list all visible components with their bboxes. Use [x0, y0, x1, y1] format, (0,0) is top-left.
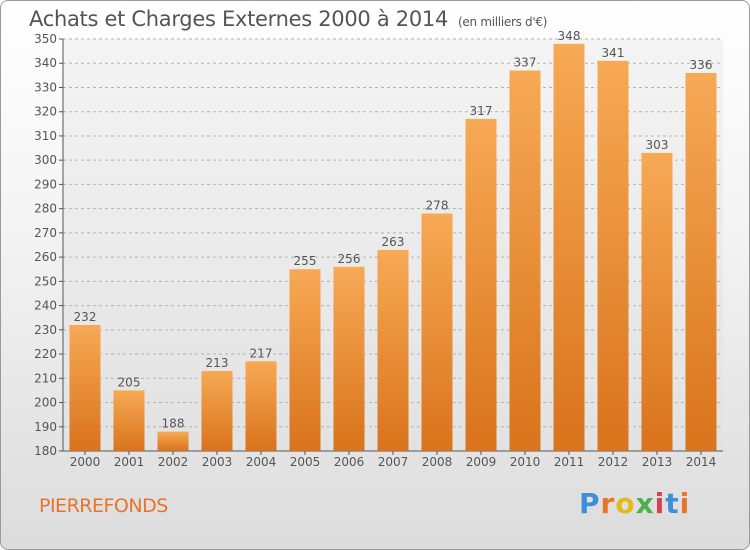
- x-tick-label-2012: 2012: [598, 455, 629, 469]
- bar-2011: [553, 43, 585, 452]
- y-tick-label: 220: [34, 347, 57, 361]
- bar-2005: [289, 269, 321, 451]
- data-label-2012: 341: [602, 46, 625, 60]
- y-tick-label: 350: [34, 32, 57, 46]
- y-tick-label: 270: [34, 226, 57, 240]
- x-tick-label-2003: 2003: [202, 455, 233, 469]
- bar-2010: [509, 70, 541, 451]
- data-label-2001: 205: [118, 375, 141, 389]
- x-tick-label-2009: 2009: [466, 455, 497, 469]
- data-label-2006: 256: [338, 252, 361, 266]
- data-label-2013: 303: [646, 138, 669, 152]
- y-tick-label: 190: [34, 420, 57, 434]
- x-tick-label-2008: 2008: [422, 455, 453, 469]
- y-tick-label: 300: [34, 153, 57, 167]
- data-label-2009: 317: [470, 104, 493, 118]
- y-tick-label: 200: [34, 396, 57, 410]
- data-label-2007: 263: [382, 235, 405, 249]
- x-tick-label-2002: 2002: [158, 455, 189, 469]
- data-label-2002: 188: [162, 417, 185, 431]
- x-tick-label-2000: 2000: [70, 455, 101, 469]
- y-tick-label: 320: [34, 105, 57, 119]
- y-tick-label: 260: [34, 250, 57, 264]
- title-unit: (en milliers d'€): [458, 15, 548, 29]
- data-label-2003: 213: [206, 356, 229, 370]
- bar-2006: [333, 266, 365, 451]
- bar-2013: [641, 152, 673, 451]
- bar-2000: [69, 324, 101, 451]
- data-label-2005: 255: [294, 254, 317, 268]
- x-tick-label-2011: 2011: [554, 455, 585, 469]
- bar-2009: [465, 118, 497, 451]
- x-tick-label-2007: 2007: [378, 455, 409, 469]
- data-label-2000: 232: [74, 310, 97, 324]
- bar-2004: [245, 361, 277, 451]
- x-tick-label-2010: 2010: [510, 455, 541, 469]
- x-tick-label-2006: 2006: [334, 455, 365, 469]
- bar-2003: [201, 371, 233, 451]
- x-tick-label-2014: 2014: [686, 455, 717, 469]
- title-text: Achats et Charges Externes 2000 à 2014: [29, 7, 449, 31]
- y-tick-label: 210: [34, 371, 57, 385]
- bar-2014: [685, 72, 717, 451]
- bar-2002: [157, 431, 189, 451]
- data-label-2010: 337: [514, 56, 537, 70]
- y-tick-label: 340: [34, 56, 57, 70]
- x-tick-label-2004: 2004: [246, 455, 277, 469]
- y-tick-label: 230: [34, 323, 57, 337]
- chart-title: Achats et Charges Externes 2000 à 2014 (e…: [29, 7, 547, 31]
- y-tick-label: 250: [34, 274, 57, 288]
- place-name: PIERREFONDS: [39, 495, 168, 517]
- x-tick-label-2001: 2001: [114, 455, 145, 469]
- data-label-2011: 348: [558, 29, 581, 43]
- x-tick-label-2013: 2013: [642, 455, 673, 469]
- bar-2012: [597, 60, 629, 451]
- y-tick-label: 180: [34, 444, 57, 458]
- x-tick-label-2005: 2005: [290, 455, 321, 469]
- y-tick-label: 330: [34, 80, 57, 94]
- bar-2008: [421, 213, 453, 451]
- y-tick-label: 290: [34, 177, 57, 191]
- bar-2007: [377, 249, 409, 451]
- y-tick-label: 240: [34, 299, 57, 313]
- data-label-2014: 336: [690, 58, 713, 72]
- y-tick-label: 310: [34, 129, 57, 143]
- data-label-2008: 278: [426, 198, 449, 212]
- y-tick-label: 280: [34, 202, 57, 216]
- bar-2001: [113, 390, 145, 451]
- proxiti-logo: Proxiti: [579, 487, 691, 520]
- data-label-2004: 217: [250, 346, 273, 360]
